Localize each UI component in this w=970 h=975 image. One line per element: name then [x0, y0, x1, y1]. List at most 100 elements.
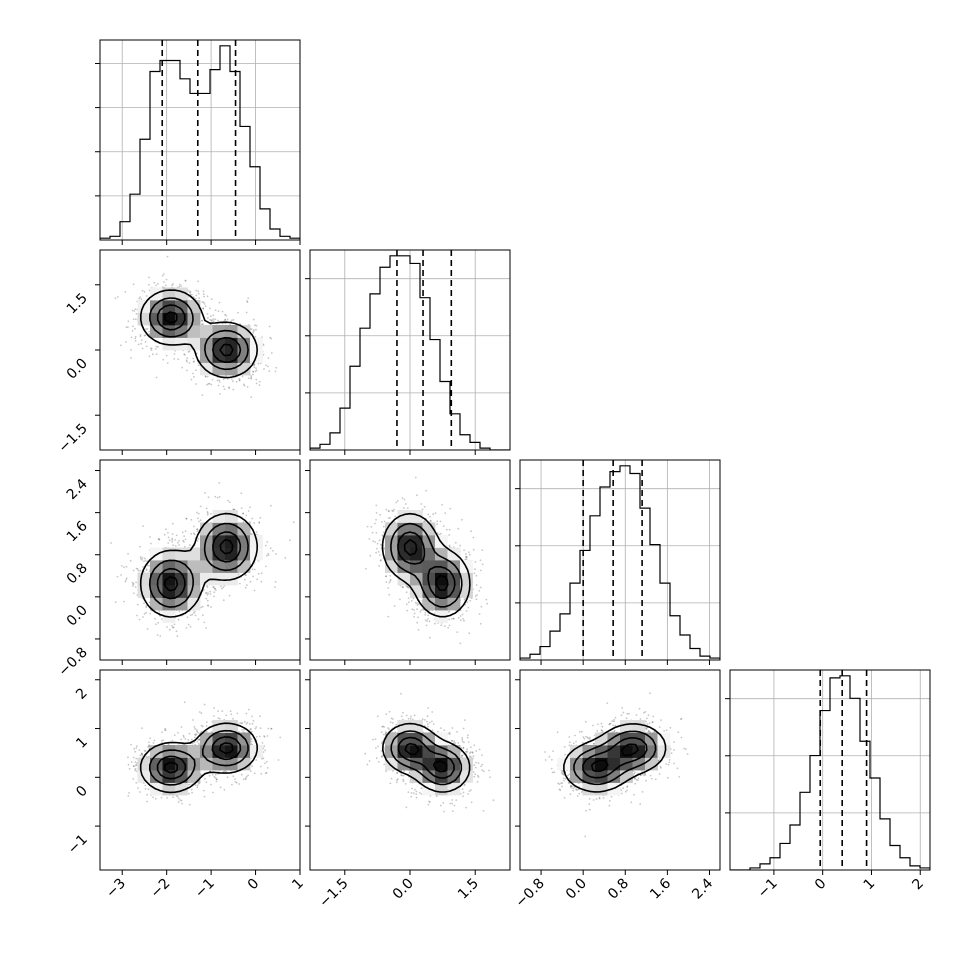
scatter-point: [221, 588, 223, 590]
density-bin: [188, 548, 201, 561]
scatter-point: [194, 611, 196, 613]
scatter-point: [120, 574, 122, 576]
scatter-point: [132, 325, 134, 327]
scatter-point: [405, 503, 407, 505]
scatter-point: [139, 546, 141, 548]
scatter-point: [259, 381, 261, 383]
scatter-point: [186, 370, 188, 372]
scatter-point: [174, 624, 176, 626]
scatter-point: [478, 590, 480, 592]
scatter-point: [210, 593, 212, 595]
scatter-point: [202, 614, 204, 616]
scatter-point: [448, 619, 450, 621]
scatter-point: [217, 380, 219, 382]
scatter-point: [146, 295, 148, 297]
panel-frame-2-2: [520, 460, 720, 660]
scatter-point: [375, 505, 377, 507]
scatter-point: [154, 618, 156, 620]
ytick-label-1-1: 0.0: [64, 356, 91, 383]
scatter-point: [255, 329, 257, 331]
scatter-point: [215, 309, 217, 311]
scatter-point: [203, 296, 205, 298]
scatter-point: [190, 614, 192, 616]
scatter-point: [384, 521, 386, 523]
scatter-point: [166, 626, 168, 628]
scatter-point: [137, 570, 139, 572]
scatter-point: [146, 346, 148, 348]
scatter-point: [165, 285, 167, 287]
scatter-point: [275, 367, 277, 369]
scatter-point: [200, 506, 202, 508]
scatter-point: [219, 393, 221, 395]
scatter-point: [206, 508, 208, 510]
scatter-point: [424, 612, 426, 614]
scatter-point: [195, 615, 197, 617]
scatter-point: [248, 377, 250, 379]
density-bin: [163, 598, 176, 611]
scatter-point: [449, 545, 451, 547]
scatter-point: [181, 367, 183, 369]
scatter-point: [378, 551, 380, 553]
scatter-point: [193, 360, 195, 362]
scatter-point: [271, 352, 273, 354]
scatter-point: [385, 581, 387, 583]
scatter-point: [202, 606, 204, 608]
scatter-point: [120, 344, 122, 346]
scatter-point: [142, 525, 144, 527]
scatter-point: [172, 627, 174, 629]
scatter-point: [162, 359, 164, 361]
scatter-point: [220, 586, 222, 588]
scatter-point: [402, 497, 404, 499]
scatter-point: [268, 370, 270, 372]
scatter-point: [427, 618, 429, 620]
scatter-point: [482, 563, 484, 565]
scatter-point: [135, 586, 137, 588]
scatter-point: [402, 586, 404, 588]
scatter-point: [486, 603, 488, 605]
scatter-point: [178, 286, 180, 288]
scatter-point: [254, 772, 256, 774]
scatter-point: [429, 637, 431, 639]
scatter-point: [436, 523, 438, 525]
scatter-point: [143, 602, 145, 604]
scatter-point: [167, 362, 169, 364]
scatter-point: [185, 530, 187, 532]
ytick-label-2-1: 0.0: [64, 602, 91, 629]
scatter-point: [134, 338, 136, 340]
scatter-point: [144, 335, 146, 337]
scatter-point: [139, 570, 141, 572]
ytick-label-2-3: 1.6: [64, 518, 91, 545]
scatter-point: [207, 295, 209, 297]
scatter-point: [207, 594, 209, 596]
scatter-point: [456, 631, 458, 633]
scatter-point: [258, 521, 260, 523]
scatter-point: [203, 293, 205, 295]
scatter-point: [468, 632, 470, 634]
scatter-point: [144, 613, 146, 615]
scatter-point: [429, 620, 431, 622]
scatter-point: [132, 330, 134, 332]
scatter-point: [125, 341, 127, 343]
scatter-point: [168, 537, 170, 539]
scatter-point: [223, 386, 225, 388]
scatter-point: [253, 330, 255, 332]
scatter-point: [480, 570, 482, 572]
scatter-point: [187, 616, 189, 618]
scatter-point: [248, 709, 250, 711]
scatter-point: [461, 519, 463, 521]
scatter-point: [480, 587, 482, 589]
scatter-point: [197, 540, 199, 542]
scatter-point: [425, 490, 427, 492]
scatter-point: [476, 575, 478, 577]
scatter-point: [217, 320, 219, 322]
scatter-point: [415, 602, 417, 604]
scatter-point: [193, 376, 195, 378]
panel-2-1: [305, 460, 510, 665]
scatter-point: [127, 326, 129, 328]
scatter-point: [455, 542, 457, 544]
scatter-point: [130, 357, 132, 359]
scatter-point: [167, 542, 169, 544]
scatter-point: [388, 510, 390, 512]
scatter-point: [256, 383, 258, 385]
